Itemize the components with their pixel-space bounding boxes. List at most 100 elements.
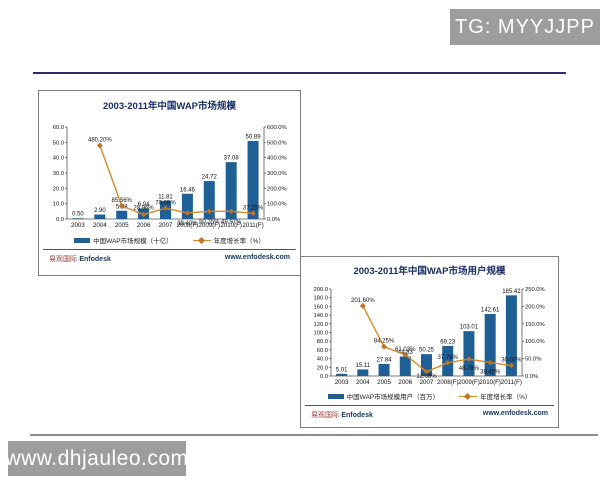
bar (94, 214, 106, 219)
x-axis-tick-label: 2004 (356, 379, 370, 386)
bar-value-label: 5.01 (336, 367, 348, 373)
bar-value-label: 27.84 (377, 357, 393, 363)
bar (463, 331, 475, 376)
line-marker-icon (206, 208, 213, 215)
growth-value-label: 70.05% (155, 200, 176, 206)
bar (505, 295, 517, 376)
bar-value-label: 185.42 (502, 289, 521, 295)
watermark-bottom: www.dhjauleo.com (5, 441, 189, 476)
bar-value-label: 6.94 (138, 202, 150, 208)
growth-value-label: 84.25% (374, 339, 395, 345)
line-marker-icon (508, 362, 515, 369)
bar (72, 218, 84, 219)
bar (181, 193, 193, 219)
y-axis-tick-label: 200.0 (313, 287, 328, 293)
y2-axis-tick-label: 600.0% (267, 125, 287, 131)
bar (484, 313, 496, 376)
y2-axis-tick-label: 400.0% (267, 156, 287, 162)
bar (225, 162, 237, 219)
y-axis-tick-label: 0.0 (56, 217, 64, 223)
y2-axis-tick-label: 250.0% (525, 287, 545, 293)
x-axis-tick-label: 2005 (115, 222, 129, 229)
bar-value-label: 37.08 (224, 156, 240, 162)
chart-legend: 中国WAP市场规模（十亿） 年度增长率（%） (39, 233, 300, 247)
y-axis-tick-label: 40.0 (317, 357, 328, 363)
watermark-bottom-text: www.dhjauleo.com (5, 446, 189, 470)
y-axis-tick-label: 120.0 (313, 322, 328, 328)
bar (336, 373, 348, 376)
y2-axis-tick-label: 0.0% (267, 217, 280, 223)
bar (378, 363, 390, 376)
y-axis-tick-label: 0.0 (320, 374, 328, 380)
bar (421, 354, 432, 376)
growth-value-label: 201.60% (351, 298, 375, 304)
growth-value-label: 37.25% (243, 205, 264, 211)
watermark-top-text: TG: MYYJJPP (455, 15, 595, 38)
bar-swatch-icon (327, 393, 344, 399)
bar-value-label: 15.11 (356, 363, 371, 369)
growth-value-label: 39.40% (177, 221, 198, 227)
growth-value-label: 38.45% (480, 370, 501, 376)
x-axis-tick-label: 2009(F) (198, 222, 220, 229)
x-axis-tick-label: 2007 (159, 222, 173, 229)
y-axis-tick-label: 160.0 (313, 304, 328, 310)
y2-axis-tick-label: 200.0% (267, 186, 287, 192)
y-axis-tick-label: 80.0 (317, 339, 328, 345)
line-marker-icon (359, 302, 366, 309)
growth-line (362, 305, 512, 373)
chart-plot-area: 0.0 10.0 20.0 30.0 40.0 50.0 60.0 0.0% 100.0% 200… (39, 113, 300, 233)
bar-legend-label: 中国WAP市场规模（十亿） (93, 238, 173, 245)
bar (357, 369, 369, 376)
growth-value-label: 480.20% (88, 137, 112, 143)
bar-value-label: 69.23 (440, 339, 456, 345)
x-axis-tick-label: 2010(F) (220, 222, 242, 229)
y2-axis-tick-label: 300.0% (267, 171, 287, 177)
y-axis-tick-label: 140.0 (313, 313, 328, 319)
growth-value-label: 85.56% (112, 198, 133, 204)
chart-title: 2003-2011年中国WAP市场规模 (102, 101, 237, 112)
chart-wap-market-size: 2003-2011年中国WAP市场规模 0.0 10.0 20.0 30.0 40.0 5… (38, 90, 301, 276)
bar (399, 356, 411, 376)
y-axis-tick-label: 60.0 (53, 125, 64, 131)
legend-item-line: 年度增长率（%） (459, 391, 531, 401)
x-axis-tick-label: 2011(F) (242, 222, 263, 229)
growth-value-label: 48.78% (459, 366, 480, 372)
line-marker-icon (118, 202, 125, 209)
y-axis-tick-label: 180.0 (313, 296, 328, 302)
bar (116, 210, 128, 219)
growth-value-label: 28.96% (133, 206, 154, 212)
top-divider (33, 72, 566, 74)
bar-legend-label: 中国WAP市场规模用户（百万） (346, 394, 440, 401)
y2-axis-tick-label: 0.0% (525, 374, 538, 380)
growth-value-label: 61.03% (395, 347, 416, 353)
y-axis-tick-label: 10.0 (53, 202, 64, 208)
bottom-divider (30, 434, 598, 436)
chart-canvas: 0.0 10.0 20.0 30.0 40.0 50.0 60.0 0.0% 100.0% 200… (53, 125, 287, 229)
y-axis-tick-label: 100.0 (313, 331, 328, 337)
line-marker-icon (381, 343, 388, 350)
x-axis-tick-label: 2009(F) (458, 379, 480, 386)
bar-value-label: 16.46 (180, 187, 196, 193)
x-axis-tick-label: 2008(F) (437, 379, 459, 386)
x-axis-tick-label: 2005 (377, 379, 391, 386)
legend-item-bars: 中国WAP市场规模（十亿） (74, 235, 173, 245)
line-marker-icon (96, 142, 103, 149)
y2-axis-tick-label: 500.0% (267, 140, 287, 146)
line-marker-icon (423, 368, 430, 375)
chart-footer: 易观国际·Enfodesk www.enfodesk.com (43, 249, 296, 264)
growth-value-label: 12.08% (416, 374, 437, 380)
enfodesk-brand: 易观国际·Enfodesk (311, 412, 373, 419)
line-marker-icon (402, 351, 409, 358)
y2-axis-tick-label: 50.0% (525, 357, 541, 363)
line-marker-icon (487, 359, 494, 366)
chart-title: 2003-2011年中国WAP市场用户规模 (353, 266, 506, 277)
line-legend-label: 年度增长率（%） (480, 394, 532, 401)
line-marker-icon (250, 210, 257, 217)
legend-item-line: 年度增长率（%） (192, 235, 265, 245)
x-axis-tick-label: 2008(F) (177, 222, 199, 229)
y2-axis-tick-label: 100.0% (525, 339, 545, 345)
y-axis-tick-label: 60.0 (317, 348, 328, 354)
bar-value-label: 103.01 (460, 325, 479, 331)
chart-canvas: 0.0 20.0 40.0 60.0 80.0 100.0 120.0 140.0 160.0 1… (313, 287, 545, 386)
